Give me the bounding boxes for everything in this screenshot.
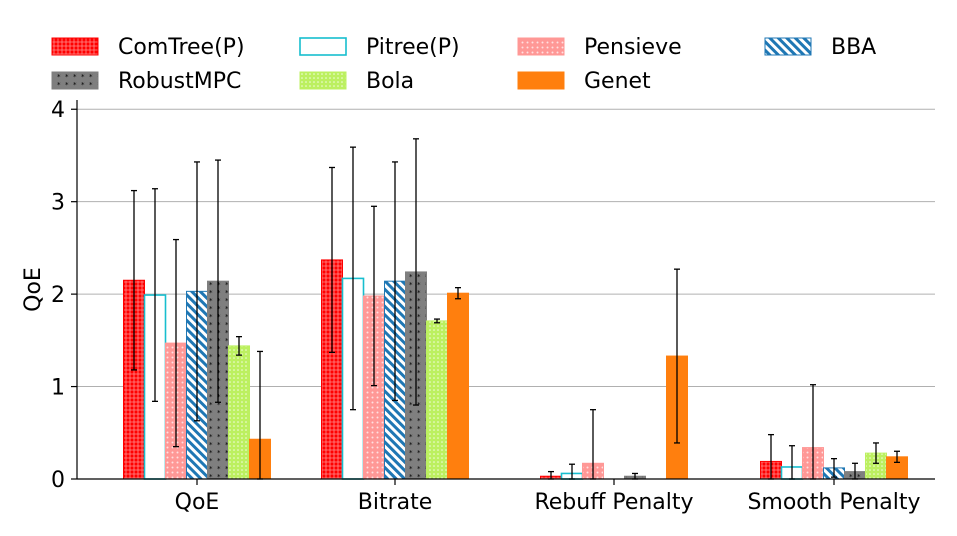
x-tick-label: Rebuff Penalty bbox=[534, 490, 693, 515]
axes: 0 1 2 3 4 QoE QoE Bitrate Rebuff Penalty Smooth P… bbox=[21, 98, 935, 515]
legend-swatch-Pitree(P) bbox=[299, 37, 347, 56]
bar-Bola-Bitrate bbox=[426, 320, 448, 480]
y-tick-label: 4 bbox=[51, 98, 65, 123]
legend-label: Bola bbox=[366, 69, 414, 94]
legend-swatch-ComTree(P) bbox=[51, 37, 99, 56]
y-axis-label: QoE bbox=[21, 267, 46, 312]
x-tick-label: Smooth Penalty bbox=[747, 490, 920, 515]
legend-label: ComTree(P) bbox=[118, 35, 245, 60]
bar-Bola-QoE bbox=[228, 345, 250, 480]
legend-label: Pitree(P) bbox=[366, 35, 460, 60]
legend-swatch-BBA bbox=[764, 37, 812, 56]
legend-swatch-RobustMPC bbox=[51, 71, 99, 90]
legend-swatch-Pensieve bbox=[517, 37, 565, 56]
bar-Genet-Bitrate bbox=[447, 292, 469, 480]
y-tick-label: 3 bbox=[51, 191, 65, 216]
legend-swatch-Bola bbox=[299, 71, 347, 90]
x-tick-label: QoE bbox=[175, 490, 220, 515]
legend-label: Genet bbox=[584, 69, 651, 94]
y-tick-label: 0 bbox=[51, 468, 65, 493]
legend-swatch-Genet bbox=[517, 71, 565, 90]
legend-label: BBA bbox=[831, 35, 876, 60]
legend: ComTree(P) Pitree(P) Pensieve BBA RobustMPC B… bbox=[51, 35, 876, 94]
y-tick-label: 2 bbox=[51, 283, 65, 308]
x-tick-label: Bitrate bbox=[358, 490, 433, 515]
legend-label: RobustMPC bbox=[118, 69, 241, 94]
y-tick-label: 1 bbox=[51, 376, 65, 401]
legend-label: Pensieve bbox=[584, 35, 682, 60]
bars bbox=[123, 259, 908, 480]
